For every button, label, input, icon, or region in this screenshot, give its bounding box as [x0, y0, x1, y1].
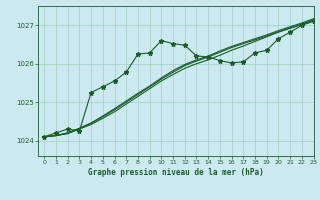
X-axis label: Graphe pression niveau de la mer (hPa): Graphe pression niveau de la mer (hPa): [88, 168, 264, 177]
